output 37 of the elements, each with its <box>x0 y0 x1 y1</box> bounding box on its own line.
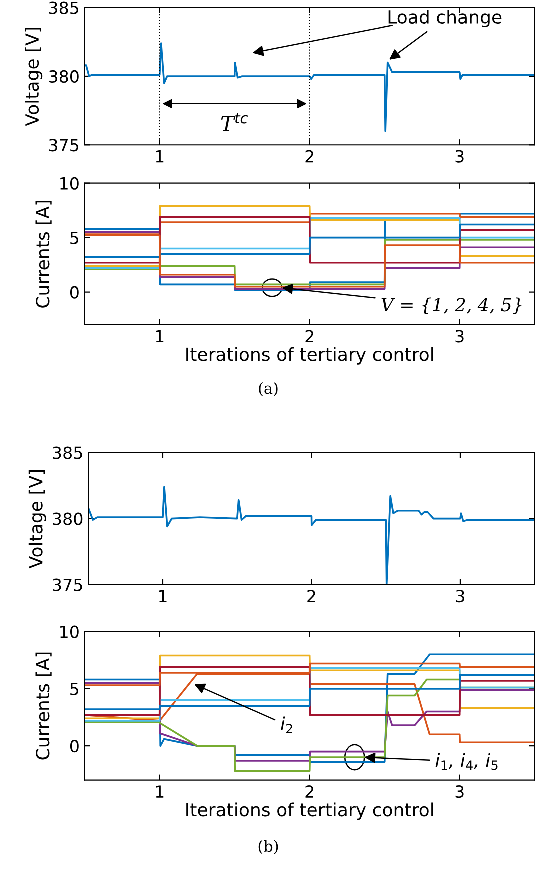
y-tick-label: 0 <box>70 286 79 299</box>
y-axis-title: Currents [A] <box>36 652 52 760</box>
y-axis-title: Currents [A] <box>36 201 52 308</box>
x-tick-label: 3 <box>456 786 464 798</box>
x-tick-label: 2 <box>306 330 314 343</box>
y-tick-label: 380 <box>53 512 83 526</box>
x-tick-label: 3 <box>456 590 464 603</box>
y-tick-label: 375 <box>49 139 79 152</box>
annotation: i$_{2}$ <box>281 716 292 734</box>
x-tick-label: 1 <box>156 786 164 798</box>
x-tick-label: 2 <box>306 150 314 163</box>
annotation: V = {1, 2, 4, 5} <box>382 298 522 314</box>
x-tick-label: 2 <box>306 786 314 798</box>
x-axis-title: Iterations of tertiary control <box>186 802 434 820</box>
annotation: T$^{tc}$ <box>221 113 248 132</box>
x-tick-label: 1 <box>156 330 164 343</box>
y-tick-label: 0 <box>70 740 79 753</box>
y-tick-label: 5 <box>70 683 79 696</box>
y-tick-label: 10 <box>60 626 79 638</box>
y-tick-label: 380 <box>49 70 79 84</box>
x-tick-label: 1 <box>160 590 167 602</box>
text: (b) <box>258 840 278 854</box>
x-tick-label: 1 <box>156 150 164 163</box>
annotation: i$_{1}$, i$_{4}$, i$_{5}$ <box>436 753 498 770</box>
x-tick-label: 3 <box>456 330 464 343</box>
x-axis-title: Iterations of tertiary control <box>186 347 434 365</box>
y-axis-title: Voltage [V] <box>28 470 46 569</box>
annotation: Load change <box>388 10 502 28</box>
x-tick-label: 3 <box>456 150 464 163</box>
y-tick-label: 385 <box>53 446 82 460</box>
y-tick-label: 5 <box>70 232 79 244</box>
y-tick-label: 385 <box>49 2 79 14</box>
x-tick-label: 2 <box>308 590 316 602</box>
y-axis-title: Voltage [V] <box>25 28 43 126</box>
text: (a) <box>259 382 278 396</box>
y-tick-label: 10 <box>60 177 79 190</box>
y-tick-label: 375 <box>53 578 82 592</box>
